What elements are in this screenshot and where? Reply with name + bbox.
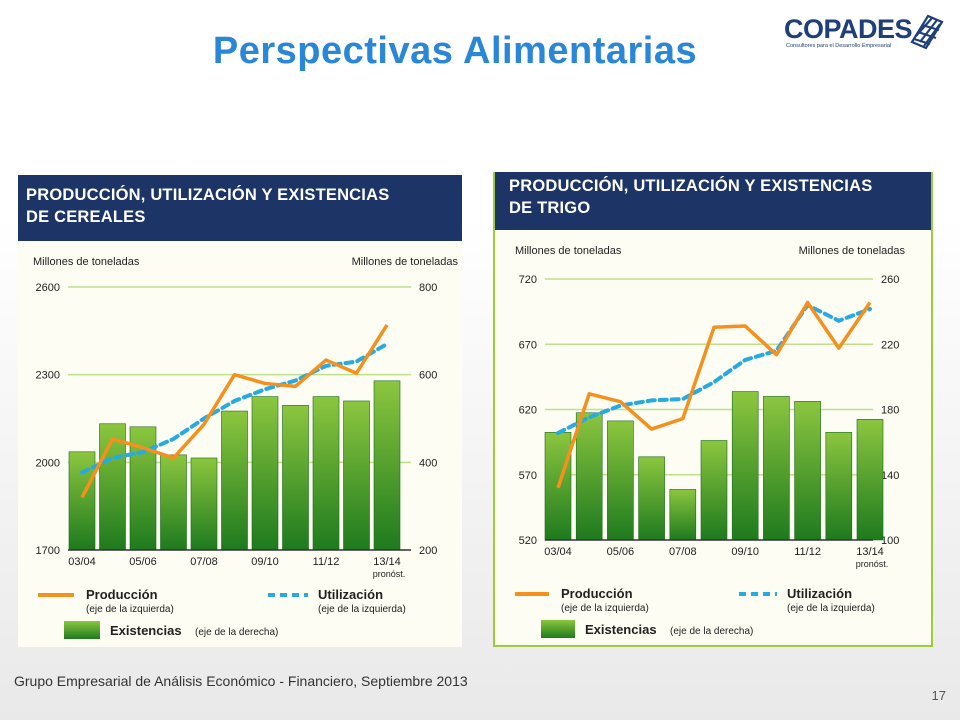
line-produccion (556, 300, 872, 489)
bar-existencias (251, 396, 279, 551)
logo-globe-icon (910, 14, 944, 50)
forecast-note: pronóst. (856, 559, 889, 569)
y-tick-left: 720 (519, 274, 537, 286)
chart-title-line-1: PRODUCCIÓN, UTILIZACIÓN Y EXISTENCIAS (509, 177, 873, 195)
bar-existencias (575, 412, 603, 541)
chart-title: PRODUCCIÓN, UTILIZACIÓN Y EXISTENCIAS DE… (26, 184, 389, 228)
y-tick-left: 2300 (36, 370, 60, 382)
y-tick-left: 620 (519, 405, 537, 417)
y-tick-left: 520 (519, 535, 537, 547)
bar-existencias (638, 456, 665, 541)
chart-panel-cereals: PRODUCCIÓN, UTILIZACIÓN Y EXISTENCIAS DE… (18, 175, 462, 647)
bar-existencias (607, 420, 634, 541)
y-tick-left: 2000 (36, 457, 60, 469)
bar-existencias (669, 489, 697, 541)
y-tick-right: 800 (419, 282, 437, 294)
x-tick-label: 03/04 (68, 556, 96, 568)
legend-note-produccion: (eje de la izquierda) (561, 603, 649, 614)
bar-existencias (763, 396, 790, 541)
legend-note-produccion: (eje de la izquierda) (86, 604, 174, 615)
chart-header: PRODUCCIÓN, UTILIZACIÓN Y EXISTENCIAS DE… (495, 172, 931, 230)
y-axis-left-label: Millones de toneladas (33, 256, 140, 268)
legend-label-existencias: Existencias (110, 623, 182, 638)
bar-existencias (312, 396, 340, 551)
y-tick-right: 400 (419, 457, 437, 469)
bar-existencias (856, 418, 884, 541)
logo-text: COPADES (784, 14, 913, 44)
bar-existencias (373, 380, 401, 551)
y-tick-right: 100 (881, 535, 899, 547)
y-tick-left: 2600 (36, 282, 60, 294)
line-produccion (80, 324, 389, 499)
legend-note-utilizacion: (eje de la izquierda) (787, 603, 875, 614)
bar-existencias (99, 423, 126, 551)
forecast-note: pronóst. (373, 569, 406, 579)
legend-note-utilizacion: (eje de la izquierda) (318, 604, 406, 615)
legend-note-existencias: (eje de la derecha) (670, 626, 753, 637)
bar-existencias (160, 454, 187, 551)
legend-label-existencias: Existencias (585, 622, 657, 637)
slide-title: Perspectivas Alimentarias (212, 30, 698, 72)
bar-existencias (731, 391, 759, 541)
legend-note-existencias: (eje de la derecha) (195, 627, 278, 638)
x-tick-label: 09/10 (731, 546, 759, 558)
legend-label-produccion: Producción (86, 587, 158, 602)
y-tick-left: 570 (519, 470, 537, 482)
bar-existencias (794, 401, 821, 541)
chart-title-line-2: DE CEREALES (26, 208, 146, 226)
y-tick-right: 260 (881, 274, 899, 286)
legend-swatch-existencias (64, 621, 100, 639)
copades-logo: COPADES Consultores para el Desarrollo E… (784, 14, 954, 54)
y-tick-right: 140 (881, 470, 899, 482)
bar-existencias (825, 432, 853, 541)
x-tick-label: 11/12 (794, 546, 821, 558)
logo-tagline: Consultores para el Desarrollo Empresari… (786, 43, 892, 49)
y-tick-left: 1700 (36, 545, 60, 557)
legend-label-produccion: Producción (561, 586, 633, 601)
y-tick-right: 600 (419, 370, 437, 382)
chart-plot-wheat: Millones de toneladas Millones de tonelad… (515, 245, 906, 638)
line-utilizacion (556, 302, 872, 435)
x-tick-label: 07/08 (669, 546, 697, 558)
y-tick-right: 180 (881, 405, 899, 417)
y-tick-right: 220 (881, 339, 899, 351)
x-tick-label: 13/14 (373, 556, 401, 568)
legend-label-utilizacion: Utilización (787, 586, 852, 601)
bar-existencias (190, 457, 218, 551)
legend-swatch-existencias (541, 620, 575, 638)
bar-existencias (282, 405, 309, 551)
bar-existencias (343, 400, 370, 551)
page-number: 17 (931, 688, 946, 703)
x-tick-label: 03/04 (544, 546, 572, 558)
x-tick-label: 09/10 (251, 556, 279, 568)
x-tick-label: 11/12 (313, 556, 340, 568)
chart-header: PRODUCCIÓN, UTILIZACIÓN Y EXISTENCIAS DE… (18, 175, 462, 241)
x-tick-label: 13/14 (856, 546, 884, 558)
y-axis-left-label: Millones de toneladas (515, 245, 622, 257)
chart-title: PRODUCCIÓN, UTILIZACIÓN Y EXISTENCIAS DE… (509, 175, 872, 219)
y-axis-right-label: Millones de toneladas (799, 245, 906, 257)
chart-panel-wheat: PRODUCCIÓN, UTILIZACIÓN Y EXISTENCIAS DE… (493, 172, 933, 647)
chart-plot-cereals: Millones de toneladas Millones de tonelad… (33, 256, 459, 639)
chart-title-line-1: PRODUCCIÓN, UTILIZACIÓN Y EXISTENCIAS (26, 186, 390, 204)
footer-text: Grupo Empresarial de Análisis Económico … (14, 673, 468, 689)
x-tick-label: 05/06 (607, 546, 635, 558)
chart-title-line-2: DE TRIGO (509, 199, 591, 217)
bar-existencias (700, 440, 728, 541)
legend-label-utilizacion: Utilización (318, 587, 383, 602)
y-axis-right-label: Millones de toneladas (352, 256, 459, 268)
x-tick-label: 07/08 (190, 556, 218, 568)
y-tick-left: 670 (519, 339, 537, 351)
x-tick-label: 05/06 (129, 556, 157, 568)
bar-existencias (221, 410, 248, 551)
y-tick-right: 200 (419, 545, 437, 557)
